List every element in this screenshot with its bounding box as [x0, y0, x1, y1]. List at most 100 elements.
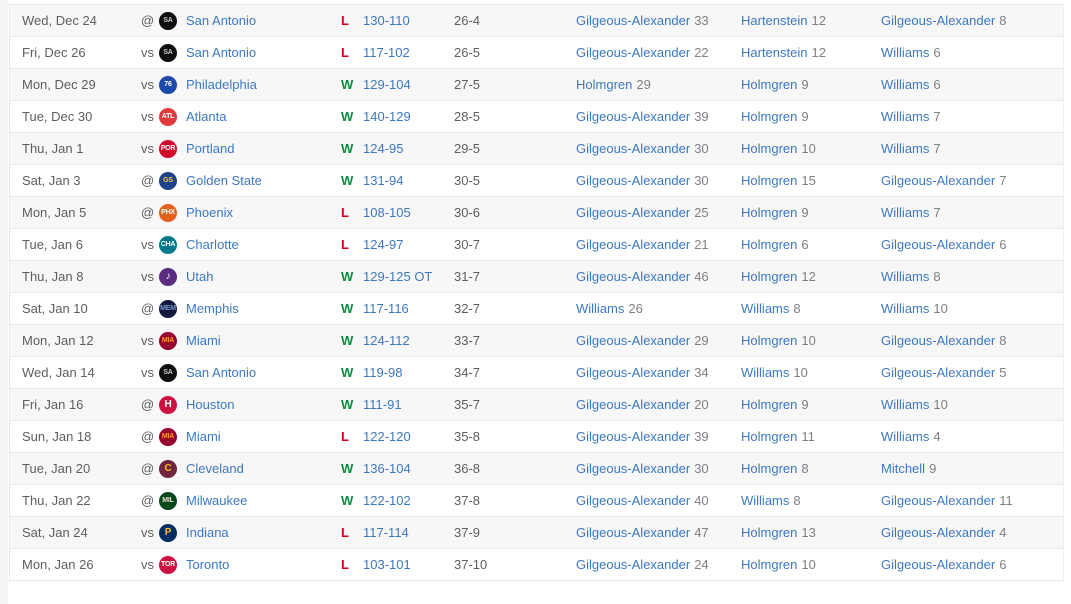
- assists-leader-link[interactable]: Williams: [881, 141, 930, 156]
- points-leader-link[interactable]: Holmgren: [576, 77, 633, 92]
- opponent-team-link[interactable]: Portland: [186, 141, 235, 156]
- assists-leader-link[interactable]: Gilgeous-Alexander: [881, 493, 996, 508]
- points-leader-link[interactable]: Gilgeous-Alexander: [576, 557, 691, 572]
- rebounds-leader-link[interactable]: Holmgren: [741, 109, 798, 124]
- assists-leader-link[interactable]: Williams: [881, 269, 930, 284]
- opponent-team-link[interactable]: San Antonio: [186, 13, 257, 28]
- game-score-link[interactable]: 129-104: [363, 77, 411, 92]
- assists-leader-link[interactable]: Gilgeous-Alexander: [881, 557, 996, 572]
- team-logo-icon[interactable]: SA: [159, 11, 177, 30]
- team-logo-icon[interactable]: P: [159, 523, 177, 542]
- game-score-link[interactable]: 117-102: [363, 45, 410, 60]
- team-logo-icon[interactable]: MIA: [159, 427, 177, 446]
- team-logo-icon[interactable]: H: [159, 395, 177, 414]
- game-score-link[interactable]: 117-114: [363, 525, 409, 540]
- assists-leader-link[interactable]: Gilgeous-Alexander: [881, 365, 996, 380]
- points-leader-link[interactable]: Gilgeous-Alexander: [576, 493, 691, 508]
- team-logo-icon[interactable]: TOR: [159, 555, 177, 574]
- opponent-team-link[interactable]: Cleveland: [186, 461, 244, 476]
- team-logo-icon[interactable]: MIL: [159, 491, 177, 510]
- game-score-link[interactable]: 124-97: [363, 237, 404, 252]
- rebounds-leader-link[interactable]: Holmgren: [741, 269, 798, 284]
- rebounds-leader-link[interactable]: Williams: [741, 301, 790, 316]
- rebounds-leader-link[interactable]: Holmgren: [741, 141, 798, 156]
- points-leader-link[interactable]: Gilgeous-Alexander: [576, 269, 691, 284]
- opponent-team-link[interactable]: Phoenix: [186, 205, 233, 220]
- rebounds-leader-link[interactable]: Holmgren: [741, 461, 798, 476]
- opponent-team-link[interactable]: San Antonio: [186, 365, 257, 380]
- rebounds-leader-link[interactable]: Holmgren: [741, 77, 798, 92]
- game-score-link[interactable]: 122-120: [363, 429, 411, 444]
- assists-leader-link[interactable]: Gilgeous-Alexander: [881, 525, 996, 540]
- assists-leader-link[interactable]: Gilgeous-Alexander: [881, 13, 996, 28]
- opponent-team-link[interactable]: San Antonio: [186, 45, 257, 60]
- team-logo-icon[interactable]: GS: [159, 171, 177, 190]
- assists-leader-link[interactable]: Williams: [881, 205, 930, 220]
- points-leader-link[interactable]: Gilgeous-Alexander: [576, 173, 691, 188]
- points-leader-link[interactable]: Gilgeous-Alexander: [576, 45, 691, 60]
- rebounds-leader-link[interactable]: Holmgren: [741, 237, 798, 252]
- team-logo-icon[interactable]: C: [159, 459, 177, 478]
- points-leader-link[interactable]: Gilgeous-Alexander: [576, 109, 691, 124]
- opponent-team-link[interactable]: Toronto: [186, 557, 230, 572]
- points-leader-link[interactable]: Gilgeous-Alexander: [576, 205, 691, 220]
- game-score-link[interactable]: 108-105: [363, 205, 411, 220]
- assists-leader-link[interactable]: Williams: [881, 45, 930, 60]
- game-score-link[interactable]: 129-125 OT: [363, 269, 433, 284]
- assists-leader-link[interactable]: Williams: [881, 429, 930, 444]
- game-score-link[interactable]: 131-94: [363, 173, 404, 188]
- points-leader-link[interactable]: Gilgeous-Alexander: [576, 461, 691, 476]
- rebounds-leader-link[interactable]: Holmgren: [741, 557, 798, 572]
- game-score-link[interactable]: 119-98: [363, 365, 403, 380]
- rebounds-leader-link[interactable]: Holmgren: [741, 429, 798, 444]
- game-score-link[interactable]: 103-101: [363, 557, 411, 572]
- team-logo-icon[interactable]: SA: [159, 43, 177, 62]
- team-logo-icon[interactable]: MIA: [159, 331, 177, 350]
- rebounds-leader-link[interactable]: Holmgren: [741, 525, 798, 540]
- game-score-link[interactable]: 136-104: [363, 461, 411, 476]
- points-leader-link[interactable]: Gilgeous-Alexander: [576, 141, 691, 156]
- team-logo-icon[interactable]: PHX: [159, 203, 177, 222]
- rebounds-leader-link[interactable]: Williams: [741, 493, 790, 508]
- team-logo-icon[interactable]: MEM: [159, 299, 177, 318]
- opponent-team-link[interactable]: Houston: [186, 397, 235, 412]
- opponent-team-link[interactable]: Utah: [186, 269, 214, 284]
- assists-leader-link[interactable]: Williams: [881, 397, 930, 412]
- rebounds-leader-link[interactable]: Hartenstein: [741, 13, 808, 28]
- assists-leader-link[interactable]: Williams: [881, 77, 930, 92]
- rebounds-leader-link[interactable]: Hartenstein: [741, 45, 808, 60]
- team-logo-icon[interactable]: ATL: [159, 107, 177, 126]
- rebounds-leader-link[interactable]: Williams: [741, 365, 790, 380]
- points-leader-link[interactable]: Gilgeous-Alexander: [576, 333, 691, 348]
- team-logo-icon[interactable]: POR: [159, 139, 177, 158]
- game-score-link[interactable]: 130-110: [363, 13, 410, 28]
- opponent-team-link[interactable]: Golden State: [186, 173, 262, 188]
- opponent-team-link[interactable]: Philadelphia: [186, 77, 257, 92]
- points-leader-link[interactable]: Gilgeous-Alexander: [576, 13, 691, 28]
- points-leader-link[interactable]: Gilgeous-Alexander: [576, 237, 691, 252]
- rebounds-leader-link[interactable]: Holmgren: [741, 333, 798, 348]
- opponent-team-link[interactable]: Milwaukee: [186, 493, 248, 508]
- assists-leader-link[interactable]: Williams: [881, 109, 930, 124]
- rebounds-leader-link[interactable]: Holmgren: [741, 173, 798, 188]
- opponent-team-link[interactable]: Miami: [186, 333, 221, 348]
- opponent-team-link[interactable]: Indiana: [186, 525, 229, 540]
- game-score-link[interactable]: 111-91: [363, 397, 402, 412]
- game-score-link[interactable]: 122-102: [363, 493, 411, 508]
- rebounds-leader-link[interactable]: Holmgren: [741, 205, 798, 220]
- game-score-link[interactable]: 117-116: [363, 301, 409, 316]
- game-score-link[interactable]: 124-112: [363, 333, 410, 348]
- game-score-link[interactable]: 124-95: [363, 141, 404, 156]
- assists-leader-link[interactable]: Gilgeous-Alexander: [881, 237, 996, 252]
- points-leader-link[interactable]: Gilgeous-Alexander: [576, 397, 691, 412]
- team-logo-icon[interactable]: 76: [159, 75, 177, 94]
- assists-leader-link[interactable]: Mitchell: [881, 461, 926, 476]
- opponent-team-link[interactable]: Miami: [186, 429, 221, 444]
- points-leader-link[interactable]: Williams: [576, 301, 625, 316]
- points-leader-link[interactable]: Gilgeous-Alexander: [576, 525, 691, 540]
- opponent-team-link[interactable]: Atlanta: [186, 109, 227, 124]
- opponent-team-link[interactable]: Charlotte: [186, 237, 239, 252]
- opponent-team-link[interactable]: Memphis: [186, 301, 239, 316]
- game-score-link[interactable]: 140-129: [363, 109, 411, 124]
- team-logo-icon[interactable]: SA: [159, 363, 177, 382]
